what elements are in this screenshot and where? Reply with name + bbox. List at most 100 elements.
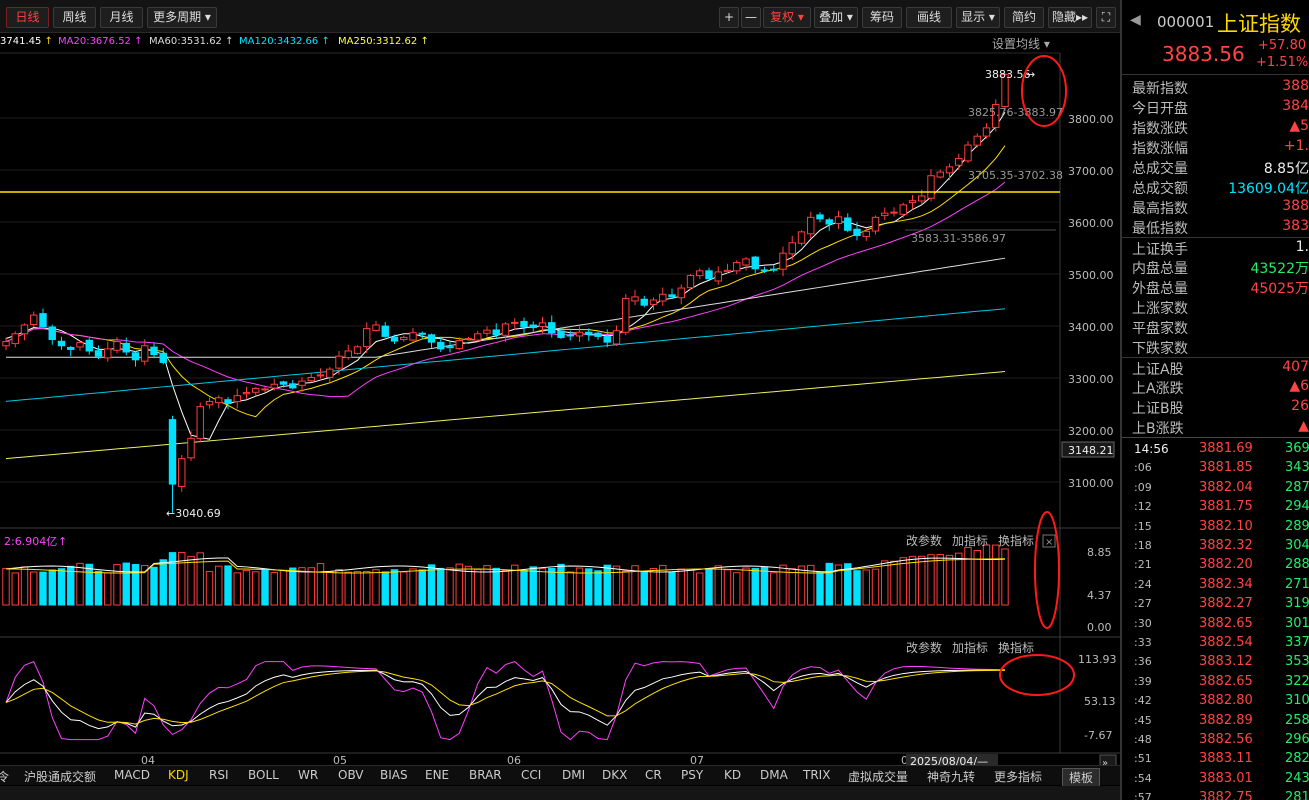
tab-magic-nine[interactable]: 神奇九转: [927, 770, 976, 784]
stock-code: 000001: [1157, 13, 1215, 31]
tab-kdj[interactable]: KDJ: [168, 768, 189, 782]
period-monthly-button[interactable]: 月线: [100, 7, 143, 28]
candle-body: [20, 324, 29, 335]
close-icon: ×: [1045, 537, 1053, 548]
candlesticks: [2, 73, 1009, 513]
candle-body: [511, 321, 519, 324]
candle-body: [252, 387, 260, 393]
volume-bar: [242, 570, 251, 606]
tab-psy[interactable]: PSY: [681, 768, 704, 782]
tab-virtual-volume[interactable]: 虚拟成交量: [848, 770, 909, 784]
vol-change-params-button[interactable]: 改参数: [906, 533, 942, 548]
ma60-line: [6, 257, 1006, 358]
overlay-dropdown[interactable]: 叠加 ▾: [814, 7, 858, 28]
stat-value: 13609.04亿: [1228, 181, 1309, 197]
tick-time: :54: [1134, 771, 1152, 785]
tick-volume: 3048: [1285, 538, 1309, 553]
fuquan-dropdown[interactable]: 复权 ▾: [763, 7, 811, 28]
tick-volume: 2820: [1285, 751, 1309, 767]
tab-boll[interactable]: BOLL: [248, 768, 279, 782]
candle-body: [2, 341, 10, 347]
tab-trix[interactable]: TRIX: [803, 768, 831, 782]
volume-bar: [899, 557, 907, 606]
volume-tick: 4.37: [1087, 589, 1112, 602]
volume-bar: [779, 564, 787, 606]
kdj-add-indicator-button[interactable]: 加指标: [952, 640, 988, 655]
chart-area[interactable]: 3800.00 3700.00 3600.00 3500.00 3400.00 …: [0, 33, 1120, 773]
ma-settings-button[interactable]: 设置均线 ▾: [992, 35, 1050, 52]
candle-body: [548, 322, 556, 334]
zoom-out-button[interactable]: —: [741, 7, 761, 28]
tick-row: :21 3882.20 2884: [1122, 556, 1309, 576]
ma250-line: [5, 371, 1006, 460]
candle-body: [446, 346, 454, 349]
tick-price: 3882.10: [1199, 518, 1253, 534]
tab-dma[interactable]: DMA: [760, 768, 788, 782]
tab-macd[interactable]: MACD: [114, 768, 150, 782]
candle-body: [85, 339, 93, 352]
tick-time: :48: [1134, 733, 1152, 746]
volume-bar: [538, 568, 547, 606]
date-tick: 06: [507, 754, 521, 767]
volume-bars: [2, 544, 1009, 606]
volume-bar: [196, 552, 204, 606]
period-weekly-button[interactable]: 周线: [53, 7, 96, 28]
current-price-tag: 3148.21: [1068, 444, 1114, 457]
tick-volume: 3221: [1285, 673, 1309, 689]
tab-wr[interactable]: WR: [298, 768, 319, 782]
candle-body: [150, 346, 158, 356]
kdj-change-params-button[interactable]: 改参数: [906, 640, 942, 655]
candle-body: [733, 262, 741, 272]
tab-bias[interactable]: BIAS: [380, 768, 408, 782]
tab-template[interactable]: 模板: [1062, 768, 1101, 787]
tab-dmi[interactable]: DMI: [562, 768, 586, 782]
indicator-tabs: 令 沪股通成交额 MACD KDJ RSI BOLL WR OBV BIAS E…: [0, 765, 1120, 787]
volume-bar: [871, 568, 880, 606]
zoom-in-button[interactable]: +: [719, 7, 739, 28]
candle-body: [594, 332, 602, 337]
tab-cci[interactable]: CCI: [521, 768, 542, 782]
fullscreen-icon[interactable]: ⛶: [1096, 7, 1116, 28]
tab-ene[interactable]: ENE: [425, 768, 450, 782]
ma-legend-item: 3741.45 ↑: [0, 36, 53, 47]
simple-mode-button[interactable]: 简约: [1004, 7, 1044, 28]
display-dropdown[interactable]: 显示 ▾: [956, 7, 1000, 28]
candle-body: [686, 275, 695, 289]
volume-bar: [982, 544, 991, 606]
tab-hgt-turnover[interactable]: 沪股通成交额: [24, 770, 97, 784]
tab-more-indicators[interactable]: 更多指标: [994, 770, 1043, 784]
tick-volume: 2884: [1285, 557, 1309, 573]
candle-body: [622, 297, 630, 333]
candle-body: [557, 330, 565, 338]
tab-dkx[interactable]: DKX: [602, 768, 628, 782]
overlay-label: 叠加: [819, 10, 844, 24]
caret-left-icon[interactable]: ◀: [1130, 12, 1141, 28]
volume-bar: [742, 567, 750, 606]
volume-ma-line: [5, 557, 1006, 573]
kdj-switch-indicator-button[interactable]: 换指标: [998, 640, 1034, 655]
volume-bar: [270, 571, 278, 606]
volume-bar: [797, 565, 806, 606]
kline-chart[interactable]: 3800.00 3700.00 3600.00 3500.00 3400.00 …: [0, 33, 1120, 773]
tab-rsi[interactable]: RSI: [209, 768, 229, 782]
kdj-axis: 113.93 53.13 -7.67: [1078, 653, 1117, 742]
kdj-d-line: [5, 669, 1006, 725]
draw-line-button[interactable]: 画线: [906, 7, 952, 28]
period-more-dropdown[interactable]: 更多周期 ▾: [147, 7, 217, 28]
vol-switch-indicator-button[interactable]: 换指标: [998, 533, 1034, 548]
tab-cr[interactable]: CR: [645, 768, 662, 782]
tab-obv[interactable]: OBV: [338, 768, 364, 782]
volume-bar: [881, 560, 889, 606]
hide-button[interactable]: 隐藏▸▸: [1048, 7, 1092, 28]
vol-add-indicator-button[interactable]: 加指标: [952, 533, 988, 548]
tab-prev-fragment[interactable]: 令: [0, 770, 10, 784]
tick-row: 14:56 3881.69 3691: [1122, 440, 1309, 460]
tab-brar[interactable]: BRAR: [469, 768, 502, 782]
volume-bar: [11, 572, 19, 606]
chips-button[interactable]: 筹码: [862, 7, 902, 28]
quote-header: ◀ 000001 上证指数 3883.56 +57.80 +1.51%: [1122, 0, 1309, 75]
tab-kd[interactable]: KD: [724, 768, 742, 782]
close-pane-icon[interactable]: [1042, 534, 1056, 548]
volume-bar: [927, 554, 935, 606]
period-daily-button[interactable]: 日线: [6, 7, 49, 28]
